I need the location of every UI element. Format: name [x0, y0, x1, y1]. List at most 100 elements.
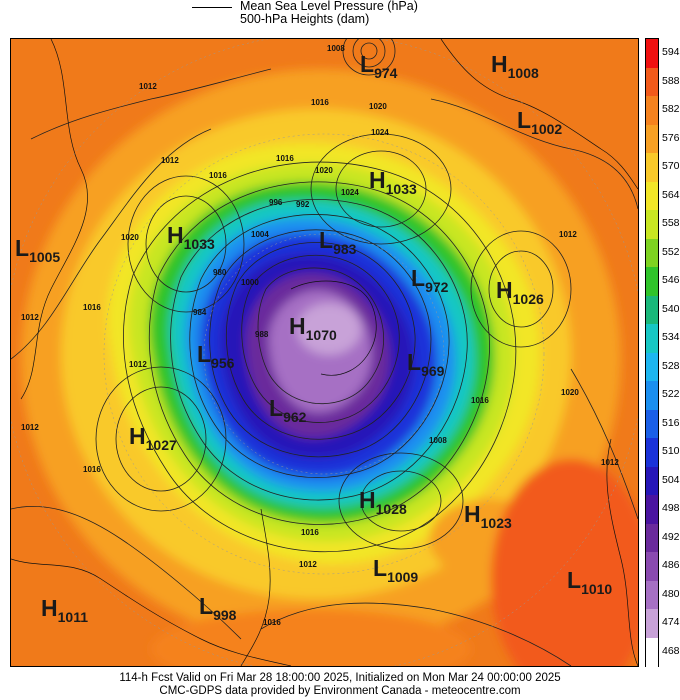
isobar-label: 1020	[561, 388, 579, 397]
colorbar-swatch	[646, 409, 658, 439]
colorbar-tick-label: 468	[662, 644, 680, 657]
isobar-label: 996	[269, 198, 283, 207]
colorbar-tick-label: 516	[662, 416, 680, 429]
isobar-label: 1012	[21, 313, 39, 322]
colorbar-tick-label: 576	[662, 131, 680, 144]
colorbar-swatch	[646, 238, 658, 268]
isobar-label: 1008	[327, 44, 345, 53]
colorbar-tick-label: 534	[662, 331, 680, 344]
colorbar-swatch	[646, 495, 658, 524]
isobar-label: 1016	[209, 171, 227, 180]
colorbar-swatch	[646, 609, 658, 638]
isobar-label: 992	[296, 200, 310, 209]
colorbar-swatch	[646, 267, 658, 296]
pressure-system-high: H1033	[167, 222, 215, 252]
isobar-label: 988	[255, 330, 269, 339]
pressure-system-low: L1010	[567, 567, 613, 597]
colorbar-tick-label: 474	[662, 616, 680, 629]
pressure-system-high: H1008	[491, 51, 539, 81]
colorbar-tick-label: 510	[662, 445, 680, 458]
pressure-system-high: H1028	[359, 487, 407, 517]
isobar-label: 984	[193, 308, 207, 317]
pressure-system-high: H1026	[496, 277, 544, 307]
colorbar-tick-label: 564	[662, 188, 680, 201]
colorbar-swatch	[646, 381, 658, 410]
isobar-legend-line	[192, 7, 232, 8]
colorbar-swatch	[646, 580, 658, 610]
colorbar-swatch	[646, 352, 658, 382]
isobar-label: 1012	[139, 82, 157, 91]
isobar-label: 1024	[371, 128, 389, 137]
isobar-label: 1012	[299, 560, 317, 569]
colorbar-tick-label: 492	[662, 530, 680, 543]
colorbar-tick-label: 522	[662, 388, 680, 401]
isobar-label: 1016	[83, 303, 101, 312]
isobar-label: 1012	[601, 458, 619, 467]
colorbar-tick-label: 552	[662, 245, 680, 258]
colorbar-tick-label: 546	[662, 274, 680, 287]
colorbar-tick-label: 570	[662, 160, 680, 173]
height-field	[11, 39, 638, 666]
isobar-label: 1020	[121, 233, 139, 242]
colorbar-swatch	[646, 153, 658, 182]
pressure-system-low: L1002	[517, 107, 563, 137]
colorbar-tick-label: 558	[662, 217, 680, 230]
isobar-label: 1012	[559, 230, 577, 239]
map-footer: 114-h Fcst Valid on Fri Mar 28 18:00:00 …	[0, 672, 680, 698]
colorbar-swatch	[646, 210, 658, 239]
isobar-label: 1016	[276, 154, 294, 163]
colorbar-tick-label: 540	[662, 302, 680, 315]
forecast-valid-text: 114-h Fcst Valid on Fri Mar 28 18:00:00 …	[119, 672, 561, 684]
legend-heights-label: 500-hPa Heights (dam)	[240, 12, 370, 26]
colorbar-swatch	[646, 466, 658, 496]
coastlines	[11, 39, 638, 666]
colorbar-swatch	[646, 324, 658, 353]
colorbar-tick-label: 498	[662, 502, 680, 515]
pressure-system-high: H1070	[289, 313, 337, 343]
pressure-system-low: L1009	[373, 555, 419, 585]
colorbar-tick-label: 504	[662, 473, 680, 486]
pressure-system-high: H1011	[41, 595, 88, 625]
colorbar-tick-label: 528	[662, 359, 680, 372]
isobar-label: 1024	[341, 188, 359, 197]
pressure-system-low: L983	[319, 227, 357, 257]
pressure-system-low: L998	[199, 593, 237, 623]
height-contour-fills	[21, 69, 638, 666]
data-credit-text: CMC-GDPS data provided by Environment Ca…	[159, 685, 521, 697]
isobar-label: 1016	[311, 98, 329, 107]
colorbar-tick-label: 480	[662, 587, 680, 600]
pressure-system-low: L974	[360, 51, 398, 81]
colorbar-swatch	[646, 96, 658, 125]
isobar-label: 1016	[471, 396, 489, 405]
colorbar-tick-label: 588	[662, 74, 680, 87]
pressure-system-low: L969	[407, 349, 445, 379]
height-colorbar	[645, 38, 659, 667]
latitude-circles	[11, 39, 638, 666]
isobar-label: 1012	[21, 423, 39, 432]
isobar-label: 1016	[83, 465, 101, 474]
isobar-label: 1020	[315, 166, 333, 175]
colorbar-tick-label: 594	[662, 46, 680, 59]
colorbar-swatch	[646, 637, 658, 667]
isobar-label: 980	[213, 268, 227, 277]
map-legend: Mean Sea Level Pressure (hPa) 500-hPa He…	[0, 0, 680, 36]
isobar-label: 1020	[369, 102, 387, 111]
colorbar-tick-label: 486	[662, 559, 680, 572]
pressure-system-high: H1033	[369, 167, 417, 197]
pressure-system-low: L962	[269, 395, 307, 425]
colorbar-swatch	[646, 181, 658, 211]
pressure-system-high: H1027	[129, 423, 177, 453]
pressure-system-low: L972	[411, 265, 449, 295]
colorbar-swatch	[646, 67, 658, 97]
colorbar-swatch	[646, 295, 658, 325]
colorbar-swatch	[646, 124, 658, 154]
isobar-label: 1016	[301, 528, 319, 537]
isobars	[11, 39, 638, 666]
colorbar-swatch	[646, 552, 658, 581]
colorbar-tick-label: 582	[662, 103, 680, 116]
pressure-system-low: L1005	[15, 235, 61, 265]
isobar-label: 1000	[241, 278, 259, 287]
colorbar-swatch	[646, 438, 658, 467]
isobar-label: 1008	[429, 436, 447, 445]
isobar-label: 1012	[161, 156, 179, 165]
